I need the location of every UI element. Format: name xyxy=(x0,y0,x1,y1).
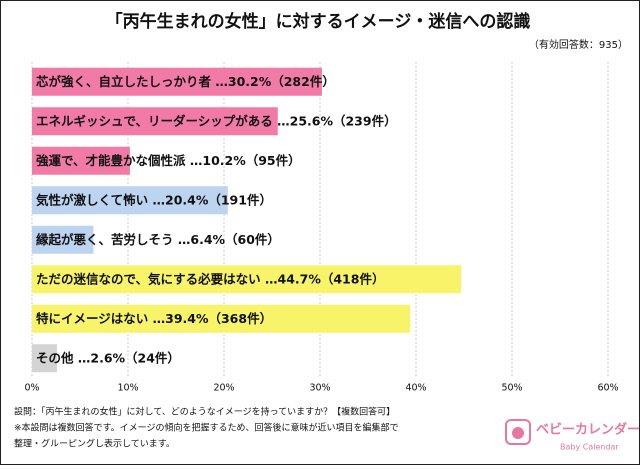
value-label: …20.4%（191件） xyxy=(148,192,272,207)
category-label: 強運で、才能豊かな個性派 xyxy=(36,152,186,167)
x-tick-label: 50% xyxy=(501,383,522,394)
value-label: …25.6%（239件） xyxy=(273,113,397,128)
value-label: …6.4%（60件） xyxy=(174,231,280,246)
value-label: …30.2%（282件） xyxy=(211,73,335,88)
bar-label: 気性が激しくて怖い …20.4%（191件） xyxy=(36,192,272,207)
category-label: 特にイメージはない xyxy=(36,310,148,325)
category-label: 気性が激しくて怖い xyxy=(36,192,148,207)
bar-label: 強運で、才能豊かな個性派 …10.2%（95件） xyxy=(36,152,301,167)
bar-label: ただの迷信なので、気にする必要はない …44.7%（418件） xyxy=(36,271,384,286)
chart-title: 「丙午生まれの女性」に対するイメージ・迷信への認識 xyxy=(106,11,531,32)
category-label: 芯が強く、自立したしっかり者 xyxy=(36,73,212,88)
value-label: …39.4%（368件） xyxy=(148,310,272,325)
x-tick-label: 40% xyxy=(405,383,426,394)
value-label: …10.2%（95件） xyxy=(186,152,301,167)
bar-label: 縁起が悪く、苦労しそう …6.4%（60件） xyxy=(36,231,280,246)
bar xyxy=(32,344,57,373)
value-label: …44.7%（418件） xyxy=(261,271,385,286)
x-tick-label: 30% xyxy=(309,383,330,394)
category-label: ただの迷信なので、気にする必要はない xyxy=(36,271,261,286)
bar-label: 芯が強く、自立したしっかり者 …30.2%（282件） xyxy=(36,73,335,88)
bar xyxy=(32,107,278,136)
brand: ベビーカレンダー xyxy=(536,422,640,438)
bar-label: エネルギッシュで、リーダーシップがある …25.6%（239件） xyxy=(36,113,397,128)
note: 整理・グルーピングし表示しています。 xyxy=(14,438,175,450)
logo-dot xyxy=(512,427,524,439)
bar xyxy=(32,186,228,215)
x-tick-label: 10% xyxy=(117,383,138,394)
category-label: その他 xyxy=(36,350,74,365)
bar xyxy=(32,146,130,175)
x-tick-label: 20% xyxy=(213,383,234,394)
x-tick-label: 60% xyxy=(597,383,618,394)
subtitle: （有効回答数：935） xyxy=(529,38,628,51)
brand-sub: Baby Calendar xyxy=(560,443,619,452)
note: 設問：「丙午生まれの女性」に対して、どのようなイメージを持っていますか？【複数回… xyxy=(14,406,395,418)
bar-label: その他 …2.6%（24件） xyxy=(36,350,180,365)
category-label: 縁起が悪く、苦労しそう xyxy=(36,231,174,246)
bar xyxy=(32,304,411,333)
value-label: …2.6%（24件） xyxy=(74,350,180,365)
note: ※本設問は複数回答です。イメージの傾向を把握するため、回答後に意味が近い項目を編… xyxy=(14,422,398,434)
bar xyxy=(32,225,94,254)
bar-label: 特にイメージはない …39.4%（368件） xyxy=(36,310,272,325)
category-label: エネルギッシュで、リーダーシップがある xyxy=(36,113,273,128)
logo: ベビーカレンダー Baby Calendar xyxy=(505,419,640,452)
bar xyxy=(32,265,462,294)
bar xyxy=(32,67,322,96)
x-tick-label: 0% xyxy=(24,383,39,394)
